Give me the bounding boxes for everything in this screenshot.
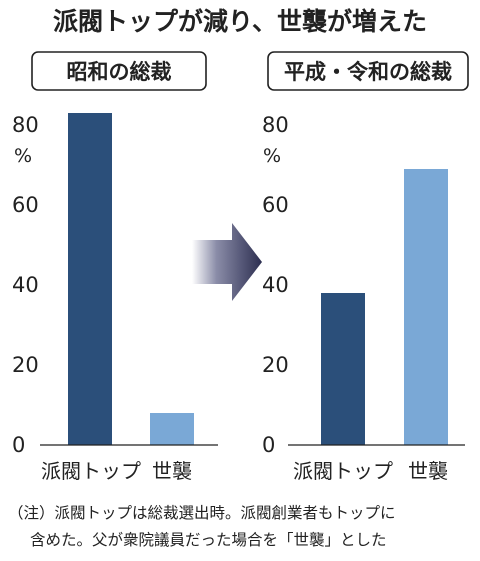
y-unit-label: % <box>14 145 32 167</box>
y-tick-label: 20 <box>12 353 39 377</box>
category-label: 世襲 <box>408 459 448 483</box>
panel-title-box <box>31 51 207 91</box>
panel-title-box <box>267 51 469 91</box>
y-tick-label: 80 <box>12 113 39 137</box>
bar-faction-leader <box>321 293 365 445</box>
y-tick-label: 40 <box>262 273 289 297</box>
y-tick-label: 0 <box>12 433 25 457</box>
panel-heisei-reiwa: 平成・令和の総裁 0 20 40 60 80% 派閥トップ 世襲 <box>262 51 469 483</box>
footnote-line-2: 含めた。父が衆院議員だった場合を「世襲」とした <box>30 530 387 549</box>
panel-title: 昭和の総裁 <box>67 60 172 84</box>
category-label: 世襲 <box>152 459 192 483</box>
y-tick-label: 20 <box>262 353 289 377</box>
y-tick-label: 60 <box>12 193 39 217</box>
bar-faction-leader <box>68 113 112 445</box>
figure-title: 派閥トップが減り、世襲が増えた <box>53 7 427 36</box>
y-tick-label: 40 <box>12 273 39 297</box>
footnote-line-1: （注）派閥トップは総裁選出時。派閥創業者もトップに <box>8 504 396 522</box>
panel-title: 平成・令和の総裁 <box>284 60 452 84</box>
category-label: 派閥トップ <box>293 459 393 483</box>
y-unit-label: % <box>263 145 281 167</box>
bar-hereditary <box>404 169 448 445</box>
panel-showa: 昭和の総裁 0 20 40 60 80% 派閥トップ 世襲 <box>12 51 218 483</box>
y-tick-label: 0 <box>262 433 275 457</box>
y-tick-label: 80 <box>262 113 289 137</box>
right-arrow-icon <box>192 223 262 301</box>
bar-hereditary <box>150 413 194 445</box>
category-label: 派閥トップ <box>41 459 141 483</box>
y-tick-label: 60 <box>262 193 289 217</box>
